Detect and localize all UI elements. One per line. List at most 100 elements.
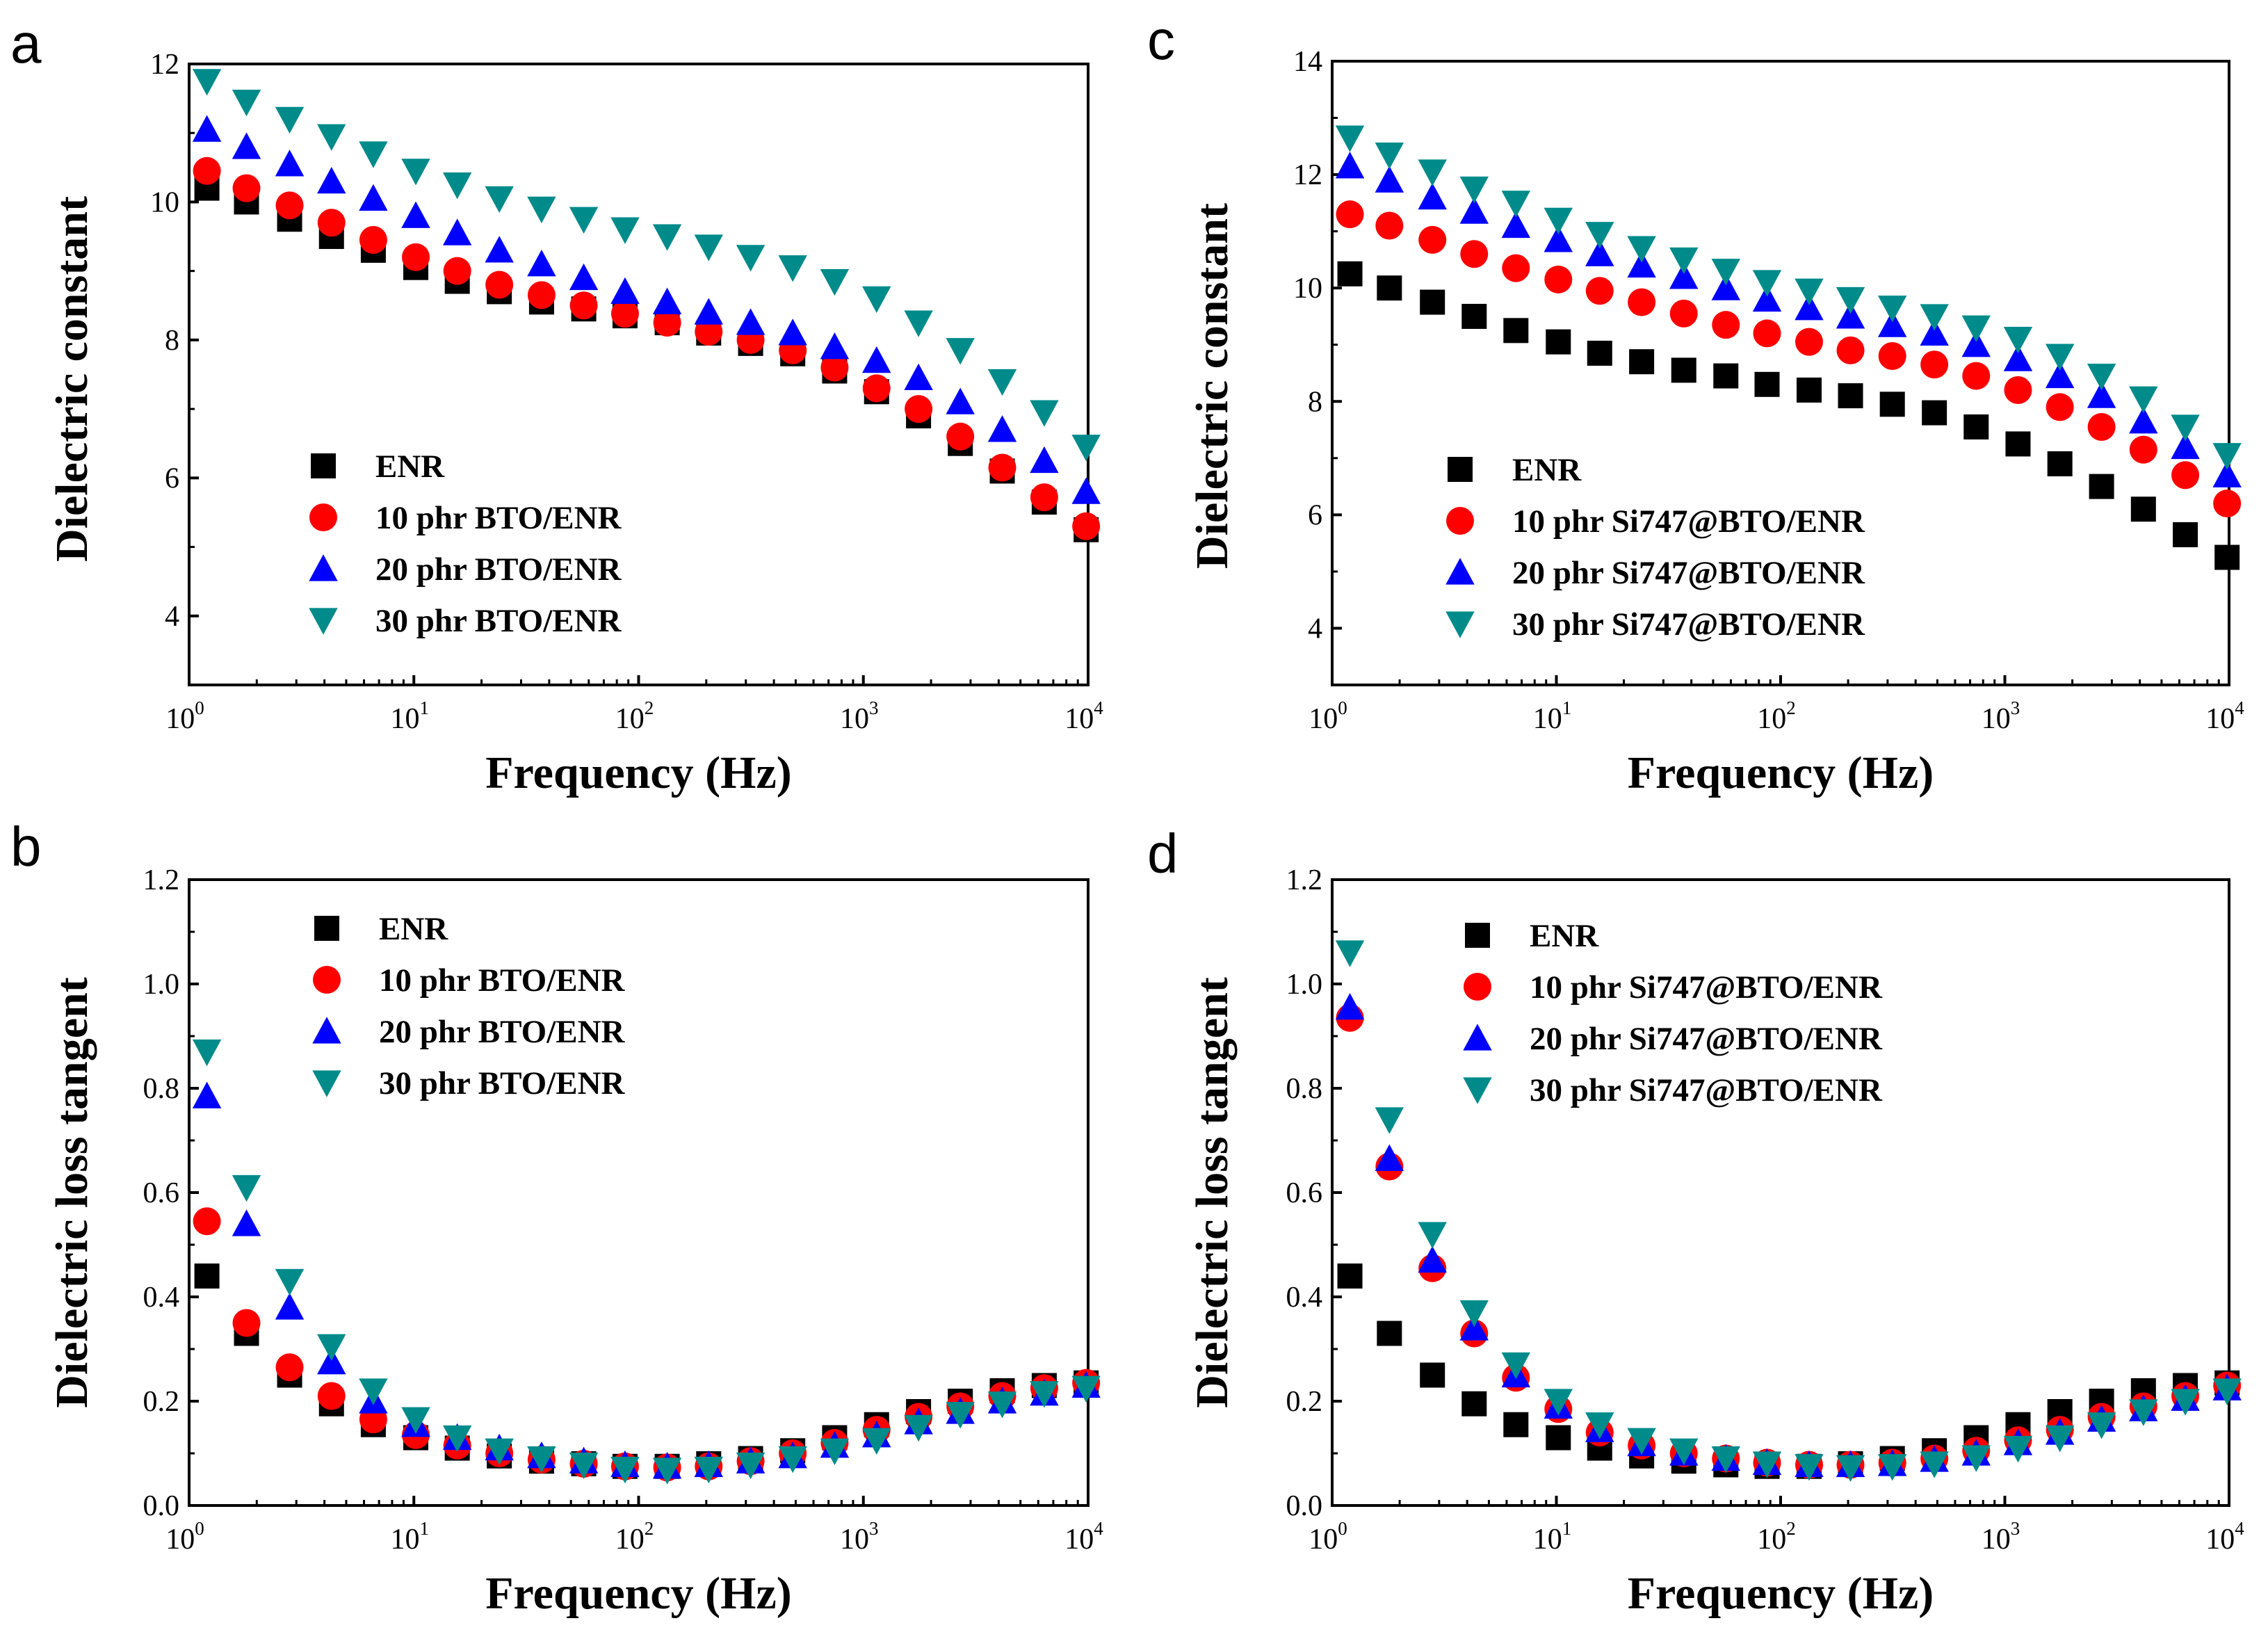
data-point: [695, 317, 723, 346]
data-point: [193, 1207, 221, 1236]
data-point: [778, 1446, 807, 1474]
legend-marker: [1464, 973, 1491, 1001]
data-point: [2171, 461, 2200, 490]
data-point: [1585, 1412, 1614, 1439]
data-point: [1796, 377, 1822, 403]
data-point: [1544, 207, 1573, 235]
x-tick-label: 103: [840, 697, 879, 735]
x-tick-label: 102: [615, 1518, 654, 1556]
data-point: [694, 234, 723, 261]
y-tick-label: 0.0: [1286, 1490, 1323, 1522]
x-tick-label: 100: [1309, 697, 1347, 735]
data-point: [2213, 490, 2242, 518]
data-point: [2045, 344, 2075, 371]
data-point: [1335, 993, 1365, 1020]
data-point: [1546, 1425, 1571, 1451]
data-point: [2089, 474, 2114, 499]
y-axis-title: Dielectric loss tangent: [1187, 977, 1238, 1408]
data-point: [1335, 940, 1365, 967]
x-tick-label: 100: [1309, 1518, 1347, 1556]
data-point: [1335, 152, 1365, 179]
y-tick-label: 1.2: [143, 864, 180, 896]
data-point: [1627, 250, 1656, 278]
data-point: [1071, 435, 1101, 462]
y-axis-title: Dielectric loss tangent: [47, 977, 97, 1408]
data-point: [1459, 197, 1489, 224]
data-point: [317, 1334, 346, 1361]
data-point: [527, 1446, 556, 1474]
data-point: [987, 369, 1017, 396]
data-point: [569, 263, 599, 291]
legend-marker: [314, 916, 339, 941]
legend-marker: [312, 1017, 341, 1044]
y-tick-label: 1.0: [143, 969, 180, 1001]
data-point: [1459, 1314, 1489, 1341]
y-tick-label: 0.2: [143, 1386, 180, 1418]
data-point: [1503, 1412, 1529, 1437]
data-point: [2212, 443, 2242, 470]
data-point: [2129, 435, 2157, 464]
data-point: [1836, 302, 1865, 329]
data-point: [1795, 1454, 1824, 1481]
data-point: [1503, 318, 1529, 344]
data-point: [2129, 386, 2158, 413]
data-point: [988, 453, 1016, 482]
data-point: [1375, 1144, 1404, 1171]
y-tick-label: 0.8: [143, 1073, 180, 1105]
data-point: [1752, 284, 1782, 312]
data-point: [987, 1391, 1017, 1419]
data-point: [275, 1268, 305, 1296]
data-point: [192, 69, 222, 96]
data-point: [2005, 431, 2031, 457]
data-point: [1961, 315, 1991, 342]
data-point: [2003, 344, 2033, 371]
x-tick-label: 102: [1757, 1518, 1796, 1556]
data-point: [359, 1378, 388, 1405]
data-point: [1961, 1445, 1991, 1472]
x-axis-title: Frequency (Hz): [1628, 748, 1934, 798]
data-point: [1669, 1438, 1699, 1465]
data-point: [946, 422, 975, 451]
data-point: [569, 291, 598, 320]
legend-marker: [311, 453, 336, 478]
data-point: [232, 1209, 261, 1236]
data-point: [862, 286, 891, 314]
legend-label: ENR: [379, 911, 448, 947]
y-tick-label: 0.2: [1286, 1386, 1323, 1418]
legend-marker: [1465, 923, 1490, 948]
data-point: [1030, 1381, 1059, 1408]
x-tick-label: 104: [1064, 697, 1103, 735]
data-point: [317, 1348, 346, 1375]
data-point: [1585, 239, 1614, 266]
data-point: [736, 308, 766, 335]
data-point: [1459, 176, 1489, 204]
data-point: [2212, 1378, 2242, 1405]
data-point: [232, 1309, 261, 1337]
data-point: [653, 309, 681, 337]
data-point: [2171, 1389, 2200, 1416]
y-tick-label: 0.4: [143, 1282, 180, 1314]
legend-marker: [1448, 457, 1473, 482]
data-point: [527, 196, 556, 224]
data-point: [2045, 1425, 2075, 1453]
data-point: [1754, 371, 1780, 397]
data-point: [1585, 222, 1614, 249]
data-point: [1795, 278, 1824, 305]
data-point: [820, 1438, 850, 1465]
x-tick-label: 104: [2205, 1518, 2244, 1556]
data-point: [485, 271, 514, 299]
data-point: [485, 186, 514, 213]
data-point: [401, 201, 430, 228]
x-tick-label: 100: [165, 1518, 204, 1556]
data-point: [1961, 330, 1991, 357]
data-point: [1836, 1455, 1865, 1482]
data-point: [862, 1428, 891, 1455]
data-point: [1878, 310, 1907, 337]
data-point: [401, 1407, 430, 1434]
x-tick-label: 102: [1757, 697, 1796, 735]
y-tick-label: 10: [1293, 273, 1322, 305]
data-point: [1836, 286, 1865, 314]
data-point: [610, 217, 640, 244]
data-point: [1795, 293, 1824, 321]
